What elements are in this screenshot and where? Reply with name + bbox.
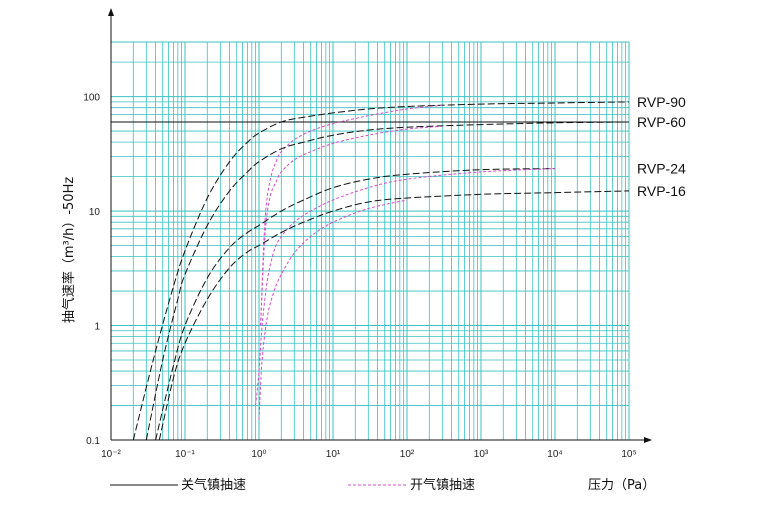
- x-tick-label: 10⁻¹: [175, 449, 195, 460]
- x-tick-label: 10⁴: [547, 449, 562, 460]
- curve-closed-rvp-60: [145, 121, 630, 441]
- y-tick-label: 100: [83, 93, 100, 104]
- curve-closed-rvp-24: [155, 168, 556, 441]
- curve-open-rvp-60: [260, 125, 443, 326]
- legend-open-label: 开气镇抽速: [410, 477, 475, 493]
- x-axis-arrow-icon: [644, 437, 652, 443]
- legend-closed-label: 关气镇抽速: [181, 477, 246, 493]
- grid: [110, 41, 630, 441]
- series-label-rvp-16: RVP-16: [637, 183, 686, 199]
- x-tick-label: 10⁵: [621, 449, 636, 460]
- series-labels: RVP-90 RVP-60 RVP-24 RVP-16: [637, 94, 686, 199]
- curve-closed-rvp-16: [158, 190, 630, 441]
- curves: [132, 101, 630, 441]
- y-axis-label: 抽气速率（m³/h）-50Hz: [61, 177, 77, 324]
- series-label-rvp-24: RVP-24: [637, 161, 686, 177]
- y-axis-arrow-icon: [108, 8, 114, 16]
- x-tick-label: 10¹: [326, 449, 341, 460]
- tick-labels: 10⁻² 10⁻¹ 10⁰ 10¹ 10² 10³ 10⁴ 10⁵ 0.1 1 10 100: [83, 93, 636, 460]
- x-tick-label: 10⁰: [251, 449, 266, 460]
- x-axis-label: 压力（Pa）: [588, 478, 655, 493]
- y-tick-label: 1: [94, 322, 100, 333]
- y-tick-label: 10: [89, 207, 101, 218]
- series-label-rvp-60: RVP-60: [637, 114, 686, 130]
- series-label-rvp-90: RVP-90: [637, 94, 686, 110]
- x-tick-label: 10²: [400, 449, 415, 460]
- x-tick-label: 10³: [474, 449, 489, 460]
- axes: [108, 8, 652, 443]
- y-tick-label: 0.1: [86, 436, 100, 447]
- x-tick-label: 10⁻²: [101, 449, 121, 460]
- legend: 关气镇抽速 开气镇抽速 压力（Pa）: [110, 477, 655, 493]
- curve-open-rvp-90: [260, 104, 443, 326]
- curve-open-rvp-16: [258, 199, 408, 420]
- curve-open-rvp-24: [255, 168, 556, 406]
